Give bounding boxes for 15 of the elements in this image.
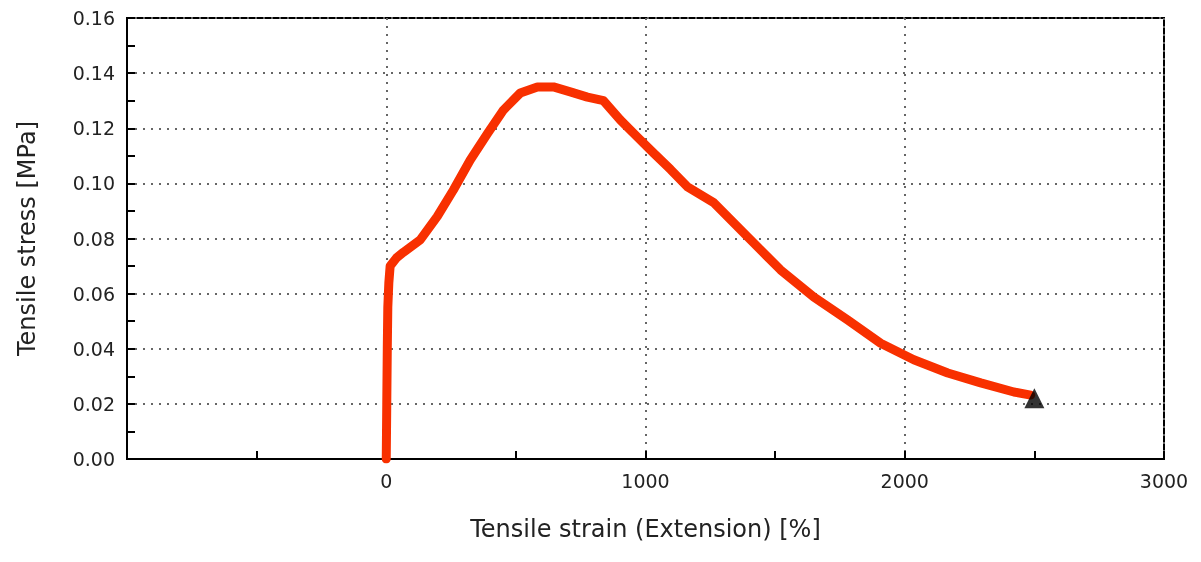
y-tick-label: 0.08 — [72, 227, 115, 250]
y-tick-label: 0.04 — [72, 337, 115, 360]
x-tick-label: 3000 — [1139, 469, 1189, 492]
x-axis-title: Tensile strain (Extension) [%] — [469, 515, 821, 543]
y-axis-title: Tensile stress [MPa] — [13, 121, 41, 357]
y-tick-label: 0.10 — [72, 172, 115, 195]
y-tick-label: 0.14 — [72, 62, 115, 85]
x-tick-label: 2000 — [880, 469, 929, 492]
y-tick-label: 0.00 — [72, 448, 115, 470]
y-tick-label: 0.02 — [72, 392, 115, 415]
y-tick-label: 0.06 — [72, 282, 115, 305]
y-tick-label: 0.12 — [72, 117, 115, 140]
x-tick-label: 1000 — [621, 469, 670, 492]
y-tick-label: 0.16 — [72, 7, 115, 29]
x-tick-label: 0 — [380, 469, 393, 492]
